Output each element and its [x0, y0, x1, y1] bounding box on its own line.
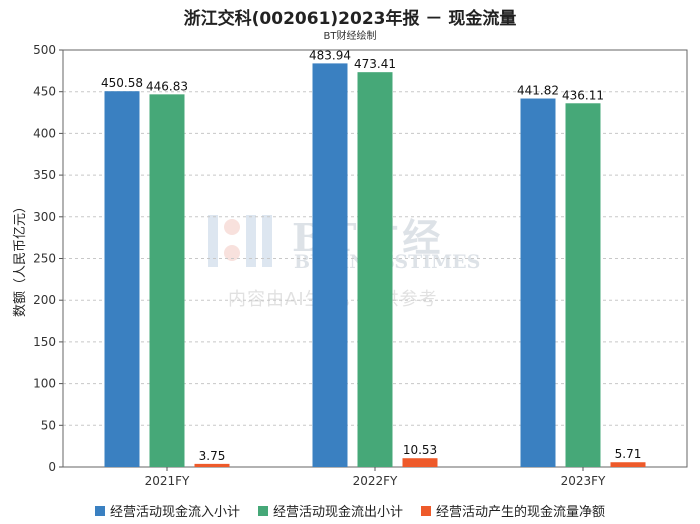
legend-swatch-inflow	[94, 505, 105, 516]
chart-title: 浙江交科(002061)2023年报 － 现金流量	[183, 9, 517, 29]
bar-2021FY-s2	[194, 463, 230, 467]
data-label-2022FY-s0: 483.94	[309, 48, 351, 62]
data-label-2022FY-s2: 10.53	[403, 443, 437, 457]
bar-2023FY-s2	[610, 462, 646, 467]
legend-label-outflow: 经营活动现金流出小计	[272, 505, 403, 520]
watermark-logo-icon	[208, 215, 272, 267]
bar-2022FY-s0	[312, 63, 348, 467]
legend-label-net: 经营活动产生的现金流量净额	[436, 505, 606, 520]
legend-swatch-outflow	[257, 505, 268, 516]
y-tick-label-6: 300	[33, 210, 56, 224]
legend-item-net: 经营活动产生的现金流量净额	[421, 501, 605, 520]
legend-swatch-net	[421, 505, 431, 516]
x-tick-label-2: 2023FY	[561, 474, 606, 488]
y-tick-label-10: 500	[33, 43, 56, 57]
legend-item-inflow: 经营活动现金流入小计	[94, 501, 240, 520]
data-label-2022FY-s1: 473.41	[354, 57, 396, 71]
chart-subtitle: BT财经绘制	[323, 31, 377, 42]
y-tick-label-4: 200	[33, 293, 56, 307]
data-label-2021FY-s1: 446.83	[146, 79, 188, 93]
y-tick-label-1: 50	[41, 418, 56, 432]
y-tick-label-0: 0	[48, 460, 56, 474]
bar-2022FY-s1	[357, 72, 393, 468]
y-tick-label-8: 400	[33, 126, 56, 140]
x-tick-label-0: 2021FY	[145, 474, 190, 488]
bar-2021FY-s1	[149, 94, 185, 467]
y-tick-label-9: 450	[33, 85, 56, 99]
legend-label-inflow: 经营活动现金流入小计	[109, 505, 240, 520]
bar-2021FY-s0	[104, 91, 140, 467]
y-tick-label-3: 150	[33, 335, 56, 349]
legend: 经营活动现金流入小计 经营活动现金流出小计 经营活动产生的现金流量净额	[0, 501, 700, 520]
data-label-2023FY-s1: 436.11	[562, 88, 604, 102]
data-label-2021FY-s0: 450.58	[101, 76, 143, 90]
y-tick-label-2: 100	[33, 377, 56, 391]
data-label-2023FY-s2: 5.71	[615, 447, 642, 461]
y-axis-label: 数额（人民币亿元）	[13, 200, 28, 317]
y-tick-label-5: 250	[33, 252, 56, 266]
data-label-2021FY-s2: 3.75	[199, 449, 226, 463]
x-tick-label-1: 2022FY	[353, 474, 398, 488]
bar-2023FY-s0	[520, 98, 556, 467]
bar-2023FY-s1	[565, 103, 601, 467]
legend-item-outflow: 经营活动现金流出小计	[257, 501, 403, 520]
bar-2022FY-s2	[402, 458, 438, 467]
data-label-2023FY-s0: 441.82	[517, 84, 559, 98]
y-tick-label-7: 350	[33, 168, 56, 182]
